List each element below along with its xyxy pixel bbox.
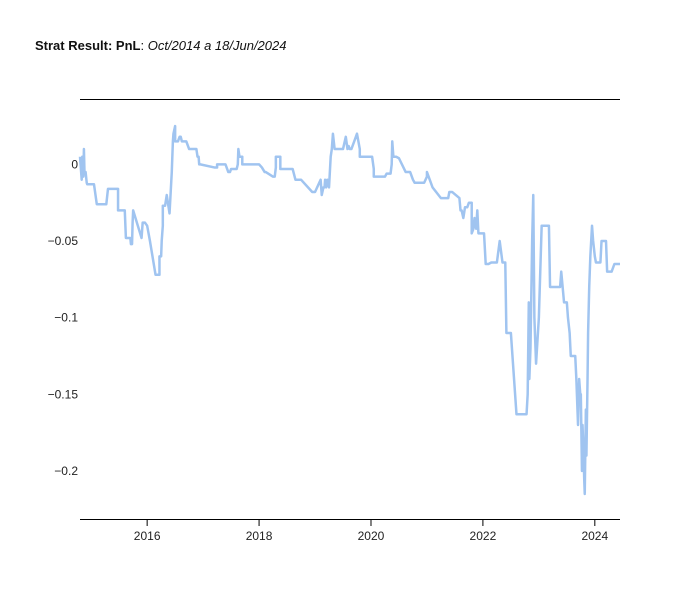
x-tick-label: 2022	[470, 529, 497, 543]
chart-title: Strat Result: PnL: Oct/2014 a 18/Jun/202…	[35, 38, 286, 53]
y-tick-label: −0.05	[48, 234, 79, 248]
y-tick-label: 0	[71, 157, 78, 171]
y-axis-ticks: 0 −0.05 −0.1 −0.15 −0.2	[48, 157, 79, 478]
chart-title-separator: :	[140, 38, 148, 53]
series-line	[78, 124, 620, 496]
x-tick-label: 2024	[581, 529, 608, 543]
chart-title-prefix: Strat Result: PnL	[35, 38, 141, 53]
y-tick-label: −0.1	[54, 311, 78, 325]
series-group	[78, 124, 620, 496]
chart-title-period: Oct/2014 a 18/Jun/2024	[147, 38, 287, 53]
x-tick-label: 2018	[246, 529, 273, 543]
y-tick-label: −0.15	[48, 387, 79, 401]
x-tick-label: 2020	[358, 529, 385, 543]
x-tick-label: 2016	[134, 529, 161, 543]
y-tick-label: −0.2	[54, 464, 78, 478]
x-axis-ticks: 2016 2018 2020 2022 2024	[134, 520, 608, 543]
